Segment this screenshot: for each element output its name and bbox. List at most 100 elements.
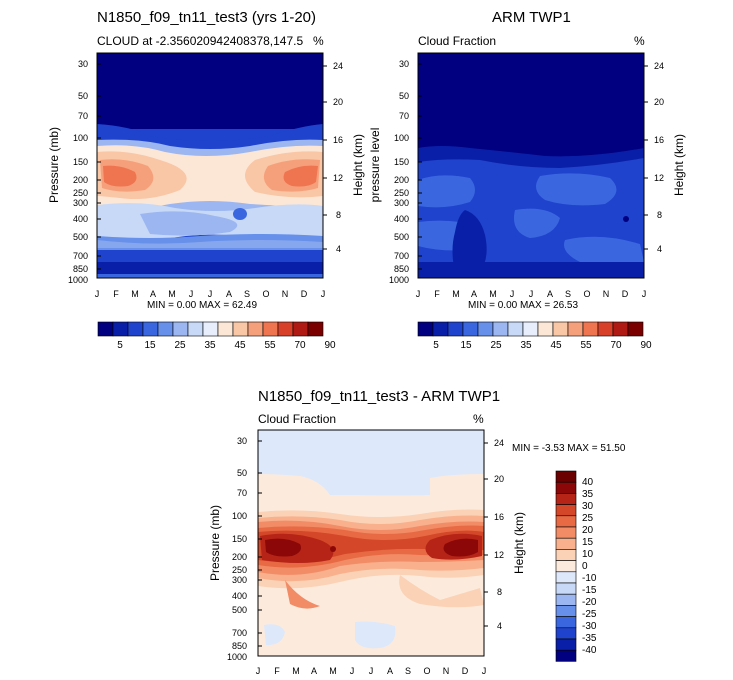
panel-diff: N1850_f09_tn11_test3 - ARM TWP1 Cloud Fr… xyxy=(208,388,626,676)
svg-text:4: 4 xyxy=(336,244,341,254)
svg-text:M: M xyxy=(489,289,497,299)
colorbar-obs-boxes xyxy=(417,321,644,337)
svg-text:150: 150 xyxy=(73,157,88,167)
svg-text:4: 4 xyxy=(657,244,662,254)
colorbar-swatch xyxy=(232,321,249,337)
colorbar-obs-label: 15 xyxy=(460,340,472,351)
svg-text:J: J xyxy=(369,666,374,676)
svg-text:M: M xyxy=(131,289,139,299)
panel-obs: ARM TWP1 Cloud Fraction % 30 50 70 100 150 2… xyxy=(368,9,686,311)
svg-text:250: 250 xyxy=(73,188,88,198)
colorbar-diff-label: 15 xyxy=(582,537,594,548)
svg-text:12: 12 xyxy=(333,173,343,183)
colorbar-swatch xyxy=(217,321,234,337)
panel-model-heatmap xyxy=(97,53,323,278)
colorbar-swatch xyxy=(555,470,577,483)
svg-text:J: J xyxy=(482,666,487,676)
colorbar-swatch xyxy=(555,481,577,494)
colorbar-diff-label: -15 xyxy=(582,585,597,596)
panel-diff-minmax: MIN = -3.53 MAX = 51.50 xyxy=(512,443,626,454)
colorbar-model-label: 15 xyxy=(144,340,156,351)
colorbar-swatch xyxy=(417,321,434,337)
svg-text:8: 8 xyxy=(497,587,502,597)
colorbar-swatch xyxy=(262,321,279,337)
colorbar-swatch xyxy=(307,321,324,337)
colorbar-diff-label: 10 xyxy=(582,549,594,560)
svg-text:500: 500 xyxy=(394,232,409,242)
panel-obs-left-string: Cloud Fraction xyxy=(418,34,496,48)
svg-text:70: 70 xyxy=(399,111,409,121)
svg-text:J: J xyxy=(529,289,534,299)
svg-text:850: 850 xyxy=(232,641,247,651)
svg-text:200: 200 xyxy=(73,175,88,185)
colorbar-swatch xyxy=(157,321,174,337)
panel-model-minmax: MIN = 0.00 MAX = 62.49 xyxy=(147,300,257,311)
svg-text:8: 8 xyxy=(336,210,341,220)
colorbar-swatch xyxy=(555,526,577,539)
svg-text:100: 100 xyxy=(232,511,247,521)
svg-text:400: 400 xyxy=(394,214,409,224)
colorbar-model-label: 5 xyxy=(117,340,123,351)
colorbar-diff-label: -30 xyxy=(582,621,597,632)
colorbar-diff-label: -20 xyxy=(582,597,597,608)
panel-obs-ylabel: pressure level xyxy=(368,128,382,203)
svg-text:J: J xyxy=(642,289,647,299)
svg-text:20: 20 xyxy=(654,97,664,107)
svg-text:D: D xyxy=(622,289,629,299)
colorbar-obs-label: 90 xyxy=(640,340,652,351)
svg-text:A: A xyxy=(150,289,156,299)
svg-text:A: A xyxy=(226,289,232,299)
panel-diff-title: N1850_f09_tn11_test3 - ARM TWP1 xyxy=(258,388,500,405)
colorbar-diff-label: 30 xyxy=(582,501,594,512)
svg-text:F: F xyxy=(113,289,119,299)
svg-text:24: 24 xyxy=(333,61,343,71)
svg-text:M: M xyxy=(452,289,460,299)
svg-text:300: 300 xyxy=(394,198,409,208)
colorbar-swatch xyxy=(247,321,264,337)
colorbar-obs-label: 25 xyxy=(490,340,502,351)
svg-text:D: D xyxy=(301,289,308,299)
svg-text:200: 200 xyxy=(394,175,409,185)
colorbar-swatch xyxy=(582,321,599,337)
svg-text:30: 30 xyxy=(399,59,409,69)
svg-text:700: 700 xyxy=(394,251,409,261)
svg-text:30: 30 xyxy=(237,436,247,446)
colorbar-obs-label: 35 xyxy=(520,340,532,351)
colorbar-swatch xyxy=(127,321,144,337)
svg-text:S: S xyxy=(244,289,250,299)
svg-text:20: 20 xyxy=(494,474,504,484)
svg-text:70: 70 xyxy=(237,488,247,498)
colorbar-obs: 5 15 25 35 45 55 70 90 xyxy=(417,321,652,351)
svg-text:N: N xyxy=(282,289,289,299)
panel-model-frame xyxy=(96,52,324,279)
colorbar-diff-label: 20 xyxy=(582,525,594,536)
panel-diff-left-string: Cloud Fraction xyxy=(258,412,336,426)
panel-model-right-string: % xyxy=(313,34,324,48)
colorbar-diff-label: 40 xyxy=(582,477,594,488)
colorbar-obs-label: 55 xyxy=(580,340,592,351)
colorbar-model-label: 70 xyxy=(294,340,306,351)
colorbar-swatch xyxy=(555,515,577,528)
svg-text:16: 16 xyxy=(333,135,343,145)
panel-model-title: N1850_f09_tn11_test3 (yrs 1-20) xyxy=(97,9,316,26)
svg-text:A: A xyxy=(547,289,553,299)
panel-model-left-string: CLOUD at -2.356020942408378,147.5 xyxy=(97,34,303,48)
svg-text:O: O xyxy=(583,289,590,299)
panel-obs-y2label: Height (km) xyxy=(672,134,686,196)
panel-obs-title: ARM TWP1 xyxy=(492,9,571,26)
colorbar-obs-label: 70 xyxy=(610,340,622,351)
svg-text:D: D xyxy=(462,666,469,676)
colorbar-swatch xyxy=(555,627,577,640)
svg-text:150: 150 xyxy=(232,534,247,544)
svg-text:J: J xyxy=(350,666,355,676)
colorbar-diff-label: 25 xyxy=(582,513,594,524)
svg-text:1000: 1000 xyxy=(68,275,88,285)
colorbar-model-label: 35 xyxy=(204,340,216,351)
panel-obs-y2-ticks: 24 20 16 12 8 4 xyxy=(654,61,664,254)
colorbar-diff: 40 35 30 25 20 15 10 0 -10 -15 -20 -25 -… xyxy=(555,470,597,662)
svg-text:400: 400 xyxy=(232,591,247,601)
panel-diff-y2-ticks: 24 20 16 12 8 4 xyxy=(494,438,504,631)
svg-text:A: A xyxy=(471,289,477,299)
